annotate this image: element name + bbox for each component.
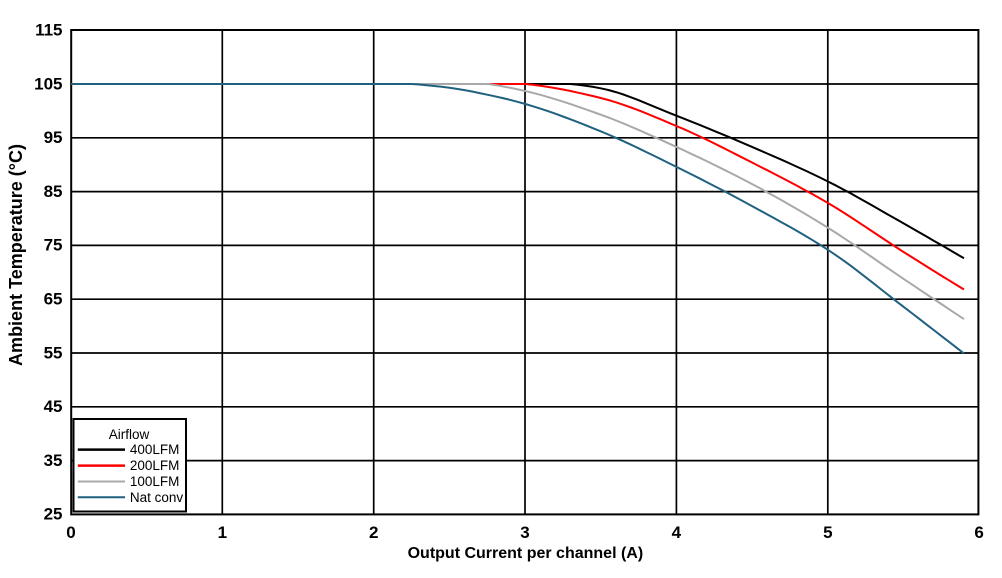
- svg-text:200LFM: 200LFM: [130, 458, 180, 473]
- svg-text:Ambient Temperature (°C): Ambient Temperature (°C): [6, 144, 26, 366]
- svg-text:4: 4: [672, 523, 682, 542]
- svg-text:25: 25: [44, 505, 63, 524]
- svg-text:5: 5: [823, 523, 832, 542]
- svg-text:3: 3: [520, 523, 529, 542]
- svg-text:Output Current per channel (A): Output Current per channel (A): [408, 545, 644, 562]
- svg-text:Airflow: Airflow: [109, 427, 150, 442]
- svg-text:1: 1: [218, 523, 227, 542]
- svg-text:85: 85: [44, 182, 63, 201]
- svg-text:100LFM: 100LFM: [130, 474, 180, 489]
- svg-text:Nat conv: Nat conv: [130, 490, 184, 505]
- svg-text:400LFM: 400LFM: [130, 442, 180, 457]
- svg-text:35: 35: [44, 451, 63, 470]
- svg-text:0: 0: [66, 523, 75, 542]
- svg-text:95: 95: [44, 128, 63, 147]
- svg-text:6: 6: [974, 523, 983, 542]
- svg-text:45: 45: [44, 397, 63, 416]
- svg-text:115: 115: [35, 21, 62, 40]
- svg-text:2: 2: [369, 523, 378, 542]
- svg-text:105: 105: [34, 74, 62, 93]
- svg-text:75: 75: [44, 236, 63, 255]
- svg-text:55: 55: [44, 343, 63, 362]
- svg-text:65: 65: [44, 290, 63, 309]
